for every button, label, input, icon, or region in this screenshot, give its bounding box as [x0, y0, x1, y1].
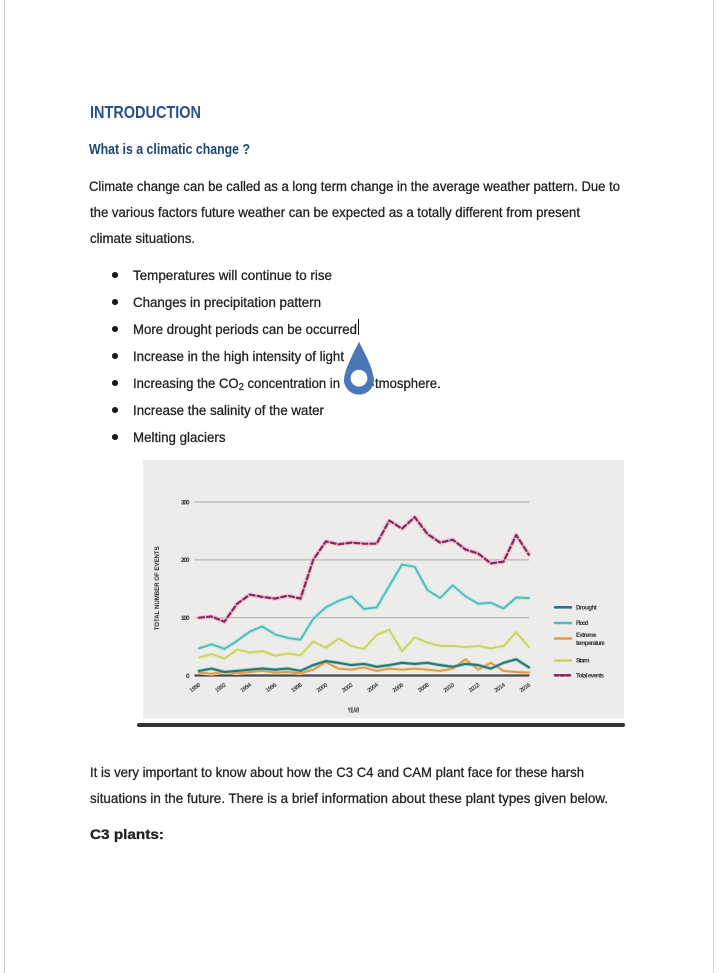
- svg-text:Flood: Flood: [576, 620, 589, 627]
- svg-text:100: 100: [181, 615, 190, 622]
- svg-text:TOTAL NUMBER OF EVENTS: TOTAL NUMBER OF EVENTS: [154, 546, 161, 631]
- svg-text:0: 0: [186, 673, 190, 680]
- svg-text:temperature: temperature: [576, 640, 605, 647]
- svg-text:Extreme: Extreme: [576, 632, 597, 639]
- svg-text:200: 200: [181, 557, 190, 564]
- svg-text:Drought: Drought: [576, 605, 597, 612]
- svg-text:YEAR: YEAR: [348, 708, 360, 715]
- svg-text:Total events: Total events: [576, 673, 605, 680]
- svg-text:300: 300: [181, 499, 190, 506]
- svg-text:Storm: Storm: [576, 658, 590, 665]
